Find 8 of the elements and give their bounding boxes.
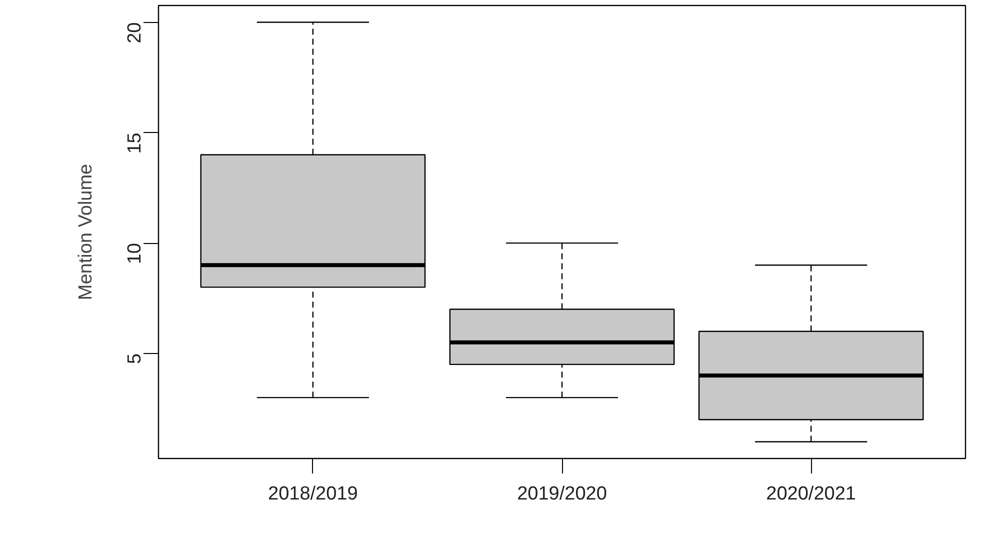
y-tick-label: 5 bbox=[124, 353, 146, 364]
y-tick-label: 20 bbox=[124, 22, 146, 44]
x-tick-label: 2020/2021 bbox=[766, 484, 856, 504]
y-tick-label: 10 bbox=[124, 243, 146, 264]
y-tick-label: 15 bbox=[124, 132, 146, 154]
x-tick-label: 2018/2019 bbox=[268, 484, 358, 504]
y-axis-title: Mention Volume bbox=[76, 164, 96, 300]
x-tick-label: 2019/2020 bbox=[517, 484, 607, 504]
